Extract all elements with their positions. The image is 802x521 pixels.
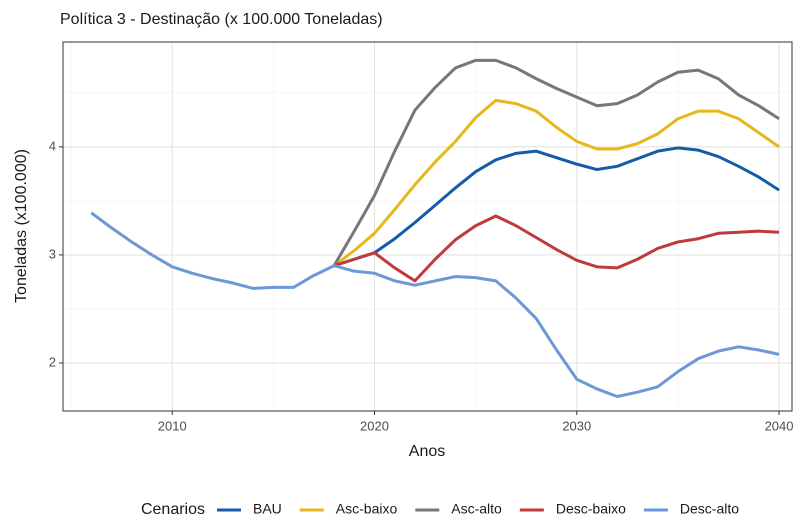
x-tick-label: 2030 [562, 418, 591, 433]
legend-label: Desc-baixo [556, 501, 626, 517]
x-axis-label: Anos [409, 443, 445, 460]
y-tick-label: 2 [49, 354, 56, 369]
legend-title: Cenarios [141, 501, 205, 518]
legend-label: Asc-alto [451, 501, 502, 517]
y-tick-label: 3 [49, 246, 56, 261]
y-axis-label: Toneladas (x100.000) [13, 149, 30, 303]
legend-label: BAU [253, 501, 282, 517]
series-line [90, 211, 780, 399]
legend-label: Desc-alto [680, 501, 739, 517]
legend: Cenarios BAU Asc-baixo Asc-alto Desc-baixo De… [141, 501, 739, 519]
legend-label: Asc-baixo [336, 501, 398, 517]
y-tick-label: 4 [49, 138, 56, 153]
x-tick-label: 2010 [158, 418, 187, 433]
series-line [333, 98, 780, 267]
series-line [332, 58, 780, 267]
x-tick-label: 2020 [360, 418, 389, 433]
chart-title: Política 3 - Destinação (x 100.000 Tonel… [60, 11, 383, 28]
series-line [333, 146, 780, 268]
plot-border [62, 41, 793, 412]
x-tick-label: 2040 [765, 418, 794, 433]
series-line [333, 214, 780, 283]
